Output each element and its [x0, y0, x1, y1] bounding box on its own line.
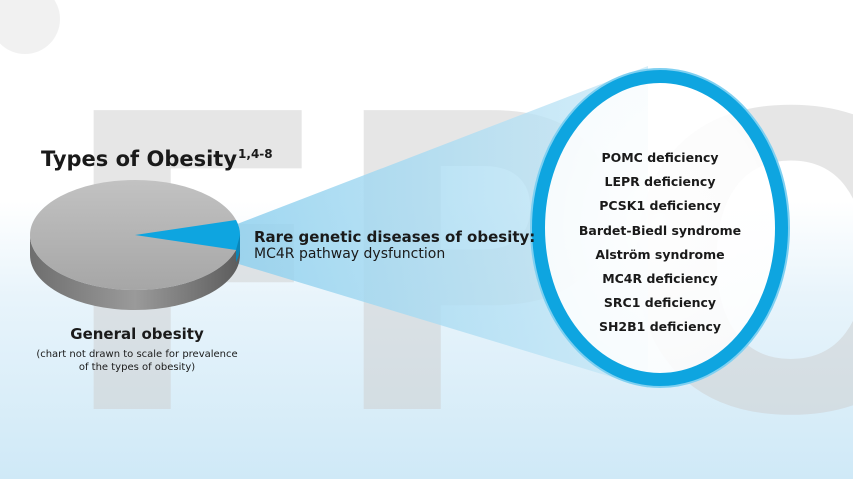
pie-slice-rare: [135, 220, 240, 250]
pie-label: General obesity: [70, 325, 204, 343]
disease-item: MC4R deficiency: [602, 270, 718, 286]
disease-item: PCSK1 deficiency: [599, 198, 721, 214]
page-title: Types of Obesity1,4-8: [41, 147, 273, 171]
title-text: Types of Obesity: [41, 147, 238, 171]
disease-item: Alström syndrome: [595, 246, 725, 262]
rare-diseases-subheading: MC4R pathway dysfunction: [254, 246, 446, 262]
zoom-beam: [232, 66, 648, 388]
rare-diseases-heading: Rare genetic diseases of obesity:: [254, 228, 536, 246]
pie-slice-rare-edge: [236, 235, 240, 262]
disease-item: Bardet-Biedl syndrome: [578, 222, 742, 238]
pie-footnote-line2: of the types of obesity): [78, 362, 196, 373]
disease-item: POMC deficiency: [601, 150, 719, 165]
disease-item: SH2B1 deficiency: [598, 319, 722, 335]
disease-item: SRC1 deficiency: [603, 295, 717, 311]
pie-footnote: (chart not drawn to scale for prevalence…: [22, 348, 252, 374]
disease-item: LEPR deficiency: [604, 174, 716, 190]
magnifier-ring: [531, 69, 789, 387]
pie-footnote-line1: (chart not drawn to scale for prevalence: [36, 349, 238, 360]
magnifier-ring-highlight: [530, 68, 790, 388]
title-citation: 1,4-8: [238, 147, 273, 161]
pie-side: [30, 235, 240, 310]
disease-list: POMC deficiency LEPR deficiency PCSK1 de…: [575, 146, 745, 340]
